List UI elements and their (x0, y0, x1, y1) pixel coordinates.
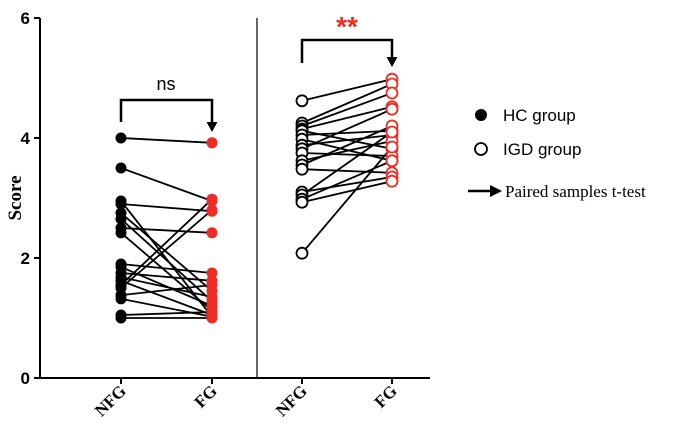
pair-line (301, 78, 393, 102)
pair-line (301, 105, 393, 130)
data-point (295, 162, 309, 176)
legend-label-hc: HC group (503, 106, 576, 125)
data-point (385, 140, 399, 154)
significance-bracket-hc (119, 98, 214, 123)
legend-marker-filled-icon (475, 109, 487, 121)
data-point (206, 267, 218, 279)
data-point (206, 312, 218, 324)
pair-line (120, 209, 213, 289)
pair-line (120, 137, 213, 144)
y-tick-label: 6 (21, 9, 30, 28)
pair-line (120, 284, 213, 297)
y-tick-label: 2 (21, 249, 30, 268)
x-tick-label: NFG (91, 381, 130, 420)
pair-line (120, 263, 213, 274)
significance-label-hc: ns (156, 74, 175, 94)
y-tick-label: 4 (21, 129, 31, 148)
pair-line (301, 131, 393, 196)
significance-label-igd: ** (336, 11, 358, 42)
data-point (295, 246, 309, 260)
x-tick-label: NFG (272, 381, 311, 420)
data-point (385, 154, 399, 168)
pair-line (301, 125, 393, 166)
x-tick-label: FG (191, 381, 221, 411)
data-point (115, 132, 127, 144)
pair-line (301, 176, 393, 193)
pair-line (120, 279, 213, 316)
pair-line (301, 140, 393, 162)
pair-line (301, 108, 393, 150)
data-point (115, 213, 127, 225)
arrow-head-icon (386, 57, 398, 67)
arrow-head-icon (206, 122, 218, 132)
pair-line (120, 227, 213, 234)
pair-line (301, 83, 393, 124)
pair-line (301, 146, 393, 254)
pair-line (120, 167, 213, 202)
pair-line (301, 180, 393, 204)
pair-line (120, 276, 213, 298)
data-point (385, 174, 399, 188)
data-point (115, 312, 127, 324)
data-point (385, 102, 399, 116)
pair-line (120, 212, 213, 292)
data-point (115, 162, 127, 174)
pair-line (301, 168, 393, 174)
pair-line (120, 203, 213, 213)
data-point (295, 195, 309, 209)
y-tick-label: 0 (21, 369, 30, 388)
pair-line (301, 152, 393, 157)
pair-line (301, 134, 393, 147)
data-point (385, 125, 399, 139)
data-point (206, 291, 218, 303)
x-tick-label: FG (371, 381, 401, 411)
pair-line (120, 232, 213, 312)
legend-arrow-icon (490, 185, 502, 197)
significance-bracket-igd (300, 38, 394, 63)
data-point (385, 86, 399, 100)
data-point (206, 227, 218, 239)
legend-label-ttest: Paired samples t-test (505, 182, 646, 201)
pair-line (301, 92, 393, 127)
y-axis-label: Score (5, 175, 26, 220)
data-point (115, 293, 127, 305)
pair-line (120, 297, 213, 318)
pair-line (301, 159, 393, 201)
data-point (206, 204, 218, 216)
pair-line (120, 198, 213, 286)
data-point (115, 227, 127, 239)
pair-line (120, 311, 213, 316)
data-point (295, 94, 309, 108)
data-point (206, 279, 218, 291)
pair-line (301, 129, 393, 136)
data-point (206, 193, 218, 205)
legend-label-igd: IGD group (503, 140, 581, 159)
data-point (115, 198, 127, 210)
legend-marker-open-icon (474, 142, 488, 156)
data-point (206, 137, 218, 149)
